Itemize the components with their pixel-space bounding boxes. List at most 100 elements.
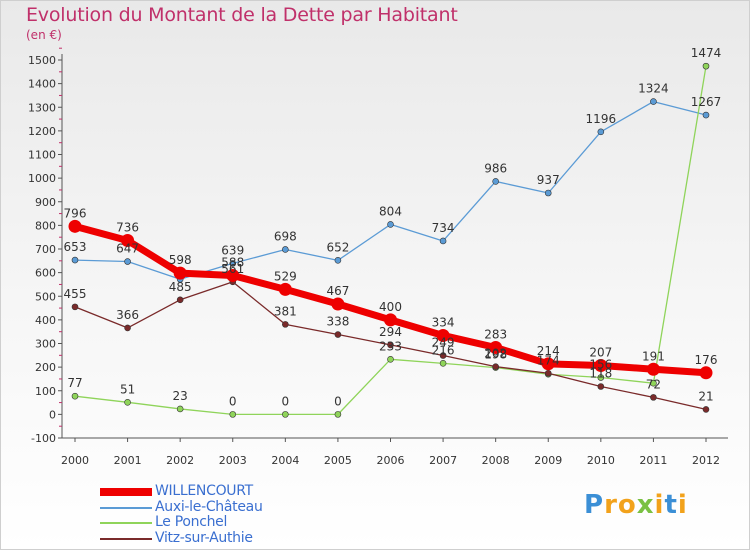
data-label: 156 (589, 358, 612, 372)
x-tick-label: 2004 (271, 454, 299, 467)
legend-swatch (100, 537, 152, 540)
chart-title: Evolution du Montant de la Dette par Hab… (26, 4, 458, 26)
data-label: 455 (64, 287, 87, 301)
data-label: 400 (379, 300, 402, 314)
y-tick-label: 800 (35, 219, 56, 232)
data-label: 191 (642, 349, 665, 363)
x-tick-label: 2001 (114, 454, 142, 467)
data-label: 653 (64, 240, 87, 254)
data-point (226, 268, 240, 282)
y-tick-label: 500 (35, 290, 56, 303)
data-point (702, 111, 710, 119)
x-tick-label: 2011 (639, 454, 667, 467)
legend-swatch (100, 522, 152, 524)
data-point (387, 356, 394, 363)
data-label: 467 (326, 284, 349, 298)
data-point (387, 221, 394, 228)
data-label: 233 (379, 339, 402, 353)
data-label: 207 (589, 345, 612, 359)
data-point (331, 297, 345, 311)
data-point (68, 219, 82, 233)
legend-label: WILLENCOURT (155, 483, 253, 499)
data-point (229, 260, 237, 267)
legend-label: Vitz-sur-Authie (155, 529, 253, 546)
data-label: 249 (432, 336, 455, 350)
data-label: 485 (169, 280, 192, 294)
data-label: 176 (695, 353, 718, 367)
legend-swatch (100, 506, 152, 509)
x-tick-label: 2009 (534, 454, 562, 467)
data-label: 698 (274, 229, 297, 243)
data-point (492, 178, 499, 185)
logo-letter: t (664, 490, 678, 520)
data-label: 1474 (691, 46, 722, 60)
y-tick-label: 1100 (28, 149, 56, 162)
data-point (282, 411, 289, 418)
y-tick-label: 0 (49, 408, 56, 421)
data-label: 588 (221, 255, 244, 269)
data-point (646, 362, 660, 376)
data-label: 598 (169, 253, 192, 267)
data-label: 283 (484, 328, 507, 342)
y-unit-label: (en €) (26, 28, 62, 42)
data-label: 986 (484, 161, 507, 175)
y-tick-label: 400 (35, 314, 56, 327)
data-label: 23 (173, 389, 188, 403)
data-point (387, 341, 394, 349)
data-point (439, 360, 447, 367)
logo-letter: x (636, 490, 655, 520)
data-point (71, 303, 79, 311)
data-label: 294 (379, 325, 402, 339)
data-label: 652 (326, 240, 349, 254)
data-point (439, 237, 447, 245)
data-point (334, 257, 342, 264)
y-tick-label: 900 (35, 196, 56, 209)
data-label: 734 (432, 221, 455, 235)
data-label: 366 (116, 308, 139, 322)
data-point (541, 357, 555, 371)
data-point (229, 411, 237, 418)
logo-letter: r (604, 490, 618, 520)
data-point (282, 321, 289, 328)
y-tick-label: 1200 (28, 125, 56, 138)
legend-label: Auxi-le-Château (155, 498, 263, 515)
data-label: 198 (484, 348, 507, 362)
logo-letter: i (654, 490, 665, 520)
data-point (334, 411, 342, 418)
x-tick-label: 2008 (482, 454, 510, 467)
data-point (699, 366, 713, 380)
data-point (124, 324, 131, 332)
data-point (650, 379, 657, 387)
data-label: 21 (698, 389, 713, 403)
x-tick-label: 2007 (429, 454, 457, 467)
data-point (71, 256, 79, 264)
y-tick-label: 700 (35, 243, 56, 256)
data-label: 647 (116, 242, 139, 256)
proxiti-logo: Proxiti (584, 490, 688, 520)
data-point (702, 62, 710, 70)
data-label: 639 (221, 243, 244, 257)
data-point (278, 282, 292, 296)
data-point (282, 246, 289, 253)
data-label: 561 (221, 262, 244, 276)
legend-swatch (100, 488, 152, 496)
data-point (650, 394, 657, 401)
data-point (544, 189, 552, 197)
data-label: 1196 (586, 112, 617, 126)
data-point (173, 266, 187, 280)
y-tick-label: 600 (35, 267, 56, 280)
data-label: 72 (646, 377, 661, 391)
data-label: 77 (67, 376, 82, 390)
y-tick-label: 1500 (28, 54, 56, 67)
data-point (384, 313, 397, 327)
data-label: 216 (432, 343, 455, 357)
data-point (176, 296, 184, 304)
data-point (492, 363, 499, 370)
data-label: 0 (229, 394, 237, 408)
x-tick-label: 2000 (61, 454, 89, 467)
logo-letter: o (617, 490, 637, 520)
data-label: 937 (537, 173, 560, 187)
data-label: 338 (326, 315, 349, 329)
x-tick-label: 2012 (692, 454, 720, 467)
data-label: 118 (589, 366, 612, 380)
